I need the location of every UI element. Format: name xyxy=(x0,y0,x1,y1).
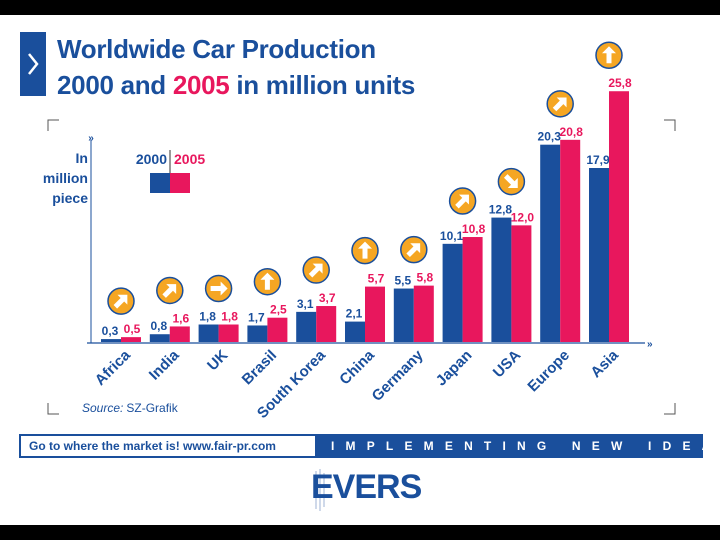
chevron-right-icon xyxy=(28,53,39,75)
trend-arrow-icon xyxy=(253,267,282,296)
bar-2000-uk xyxy=(198,324,219,342)
bar-2000-germany xyxy=(393,288,414,342)
footer-slogan[interactable]: Go to where the market is! www.fair-pr.c… xyxy=(21,436,315,456)
source-note: Source: SZ-Grafik xyxy=(82,401,179,415)
title-year: 2005 xyxy=(172,70,230,100)
title-prefix: 2000 and xyxy=(57,70,173,100)
trend-arrow-icon xyxy=(546,90,574,118)
data-label: 2,1 xyxy=(346,307,363,321)
data-label: 0,3 xyxy=(102,324,119,338)
frame-corners xyxy=(47,119,676,415)
data-label: 10,8 xyxy=(462,222,486,236)
legend-label-2000: 2000 xyxy=(136,151,167,167)
evers-logo: EVERS xyxy=(311,468,422,506)
category-label: Asia xyxy=(587,346,622,381)
logo-mark xyxy=(315,469,325,511)
source-label: Source: xyxy=(82,401,123,415)
trend-arrow-icon xyxy=(497,167,526,196)
legend-swatch-2005 xyxy=(170,173,190,193)
title-suffix: in million units xyxy=(229,70,416,100)
bar-2000-japan xyxy=(442,243,463,342)
data-label: 0,8 xyxy=(150,319,167,333)
bar-2005-south-korea xyxy=(316,306,337,342)
bar-2005-germany xyxy=(413,285,434,342)
trend-arrow-icon xyxy=(400,235,428,264)
data-label: 2,5 xyxy=(270,303,287,317)
bar-2000-usa xyxy=(491,217,512,342)
bar-2005-asia xyxy=(609,91,629,342)
bar-2000-china xyxy=(345,321,365,342)
category-label: Brasil xyxy=(239,347,281,389)
trend-arrow-icon xyxy=(204,274,233,303)
data-label: 5,5 xyxy=(394,274,411,288)
legend-swatch-2000 xyxy=(150,173,170,193)
data-label: 5,8 xyxy=(416,271,433,285)
category-label: India xyxy=(146,346,183,383)
category-label: UK xyxy=(204,347,231,374)
bar-2000-asia xyxy=(589,168,609,342)
footer-tagline: IMPLEMENTING NEW IDEAS xyxy=(331,439,720,453)
data-label: 25,8 xyxy=(608,76,632,90)
title-chevron-box xyxy=(20,32,46,96)
data-label: 12,8 xyxy=(489,203,513,217)
bar-2000-brasil xyxy=(247,325,268,342)
trend-arrow-icon xyxy=(595,41,623,69)
trend-arrow-icon xyxy=(302,256,330,284)
bar-2000-south-korea xyxy=(296,311,317,342)
category-label: China xyxy=(336,346,378,388)
y-unit-line3: piece xyxy=(52,190,88,206)
bar-2005-uk xyxy=(218,324,239,342)
trend-arrow-icon xyxy=(351,236,379,265)
bar-2005-europe xyxy=(560,139,581,342)
source-value: SZ-Grafik xyxy=(126,401,178,415)
data-label: 1,6 xyxy=(172,311,189,325)
bar-2005-usa xyxy=(511,225,532,342)
x-axis-arrow-icon: » xyxy=(647,339,653,350)
category-label: Europe xyxy=(524,347,573,396)
data-label: 10,1 xyxy=(440,229,464,243)
bar-2005-japan xyxy=(462,237,483,342)
trend-arrow-icon xyxy=(448,187,477,215)
bar-2000-africa xyxy=(101,339,121,342)
category-label: Africa xyxy=(92,346,135,389)
data-label: 1,7 xyxy=(248,310,265,324)
legend-label-2005: 2005 xyxy=(174,151,205,167)
bar-2005-africa xyxy=(121,337,141,342)
y-unit-line1: In xyxy=(76,150,88,166)
category-label: Japan xyxy=(433,347,476,390)
bar-2005-brasil xyxy=(267,317,288,342)
footer-bar: Go to where the market is! www.fair-pr.c… xyxy=(19,434,720,458)
data-label: 5,7 xyxy=(368,272,385,286)
bar-2005-china xyxy=(365,286,385,342)
y-axis-arrow-icon: » xyxy=(88,133,94,144)
bar-2000-india xyxy=(149,334,170,342)
data-label: 1,8 xyxy=(221,310,238,324)
data-label: 3,1 xyxy=(297,297,314,311)
data-label: 1,8 xyxy=(199,310,216,324)
y-unit-line2: million xyxy=(43,170,88,186)
data-label: 0,5 xyxy=(124,322,141,336)
data-label: 20,3 xyxy=(538,130,562,144)
data-label: 20,8 xyxy=(560,125,584,139)
bar-2000-europe xyxy=(540,144,561,342)
category-label: Germany xyxy=(369,346,427,404)
trend-arrow-icon xyxy=(107,287,135,315)
data-label: 3,7 xyxy=(319,291,336,305)
page-title-line1: Worldwide Car Production xyxy=(57,34,376,64)
bars-layer: 0,3 0,5 Africa 0,8 1,6 India 1,8 1,8 UK 1,7 2,5 Bra… xyxy=(92,41,632,422)
bar-2005-india xyxy=(169,326,190,342)
data-label: 17,9 xyxy=(586,153,610,167)
page-title-line2: 2000 and 2005 in million units xyxy=(57,70,415,101)
trend-arrow-icon xyxy=(156,276,184,305)
category-label: USA xyxy=(490,347,525,382)
data-label: 12,0 xyxy=(511,210,535,224)
